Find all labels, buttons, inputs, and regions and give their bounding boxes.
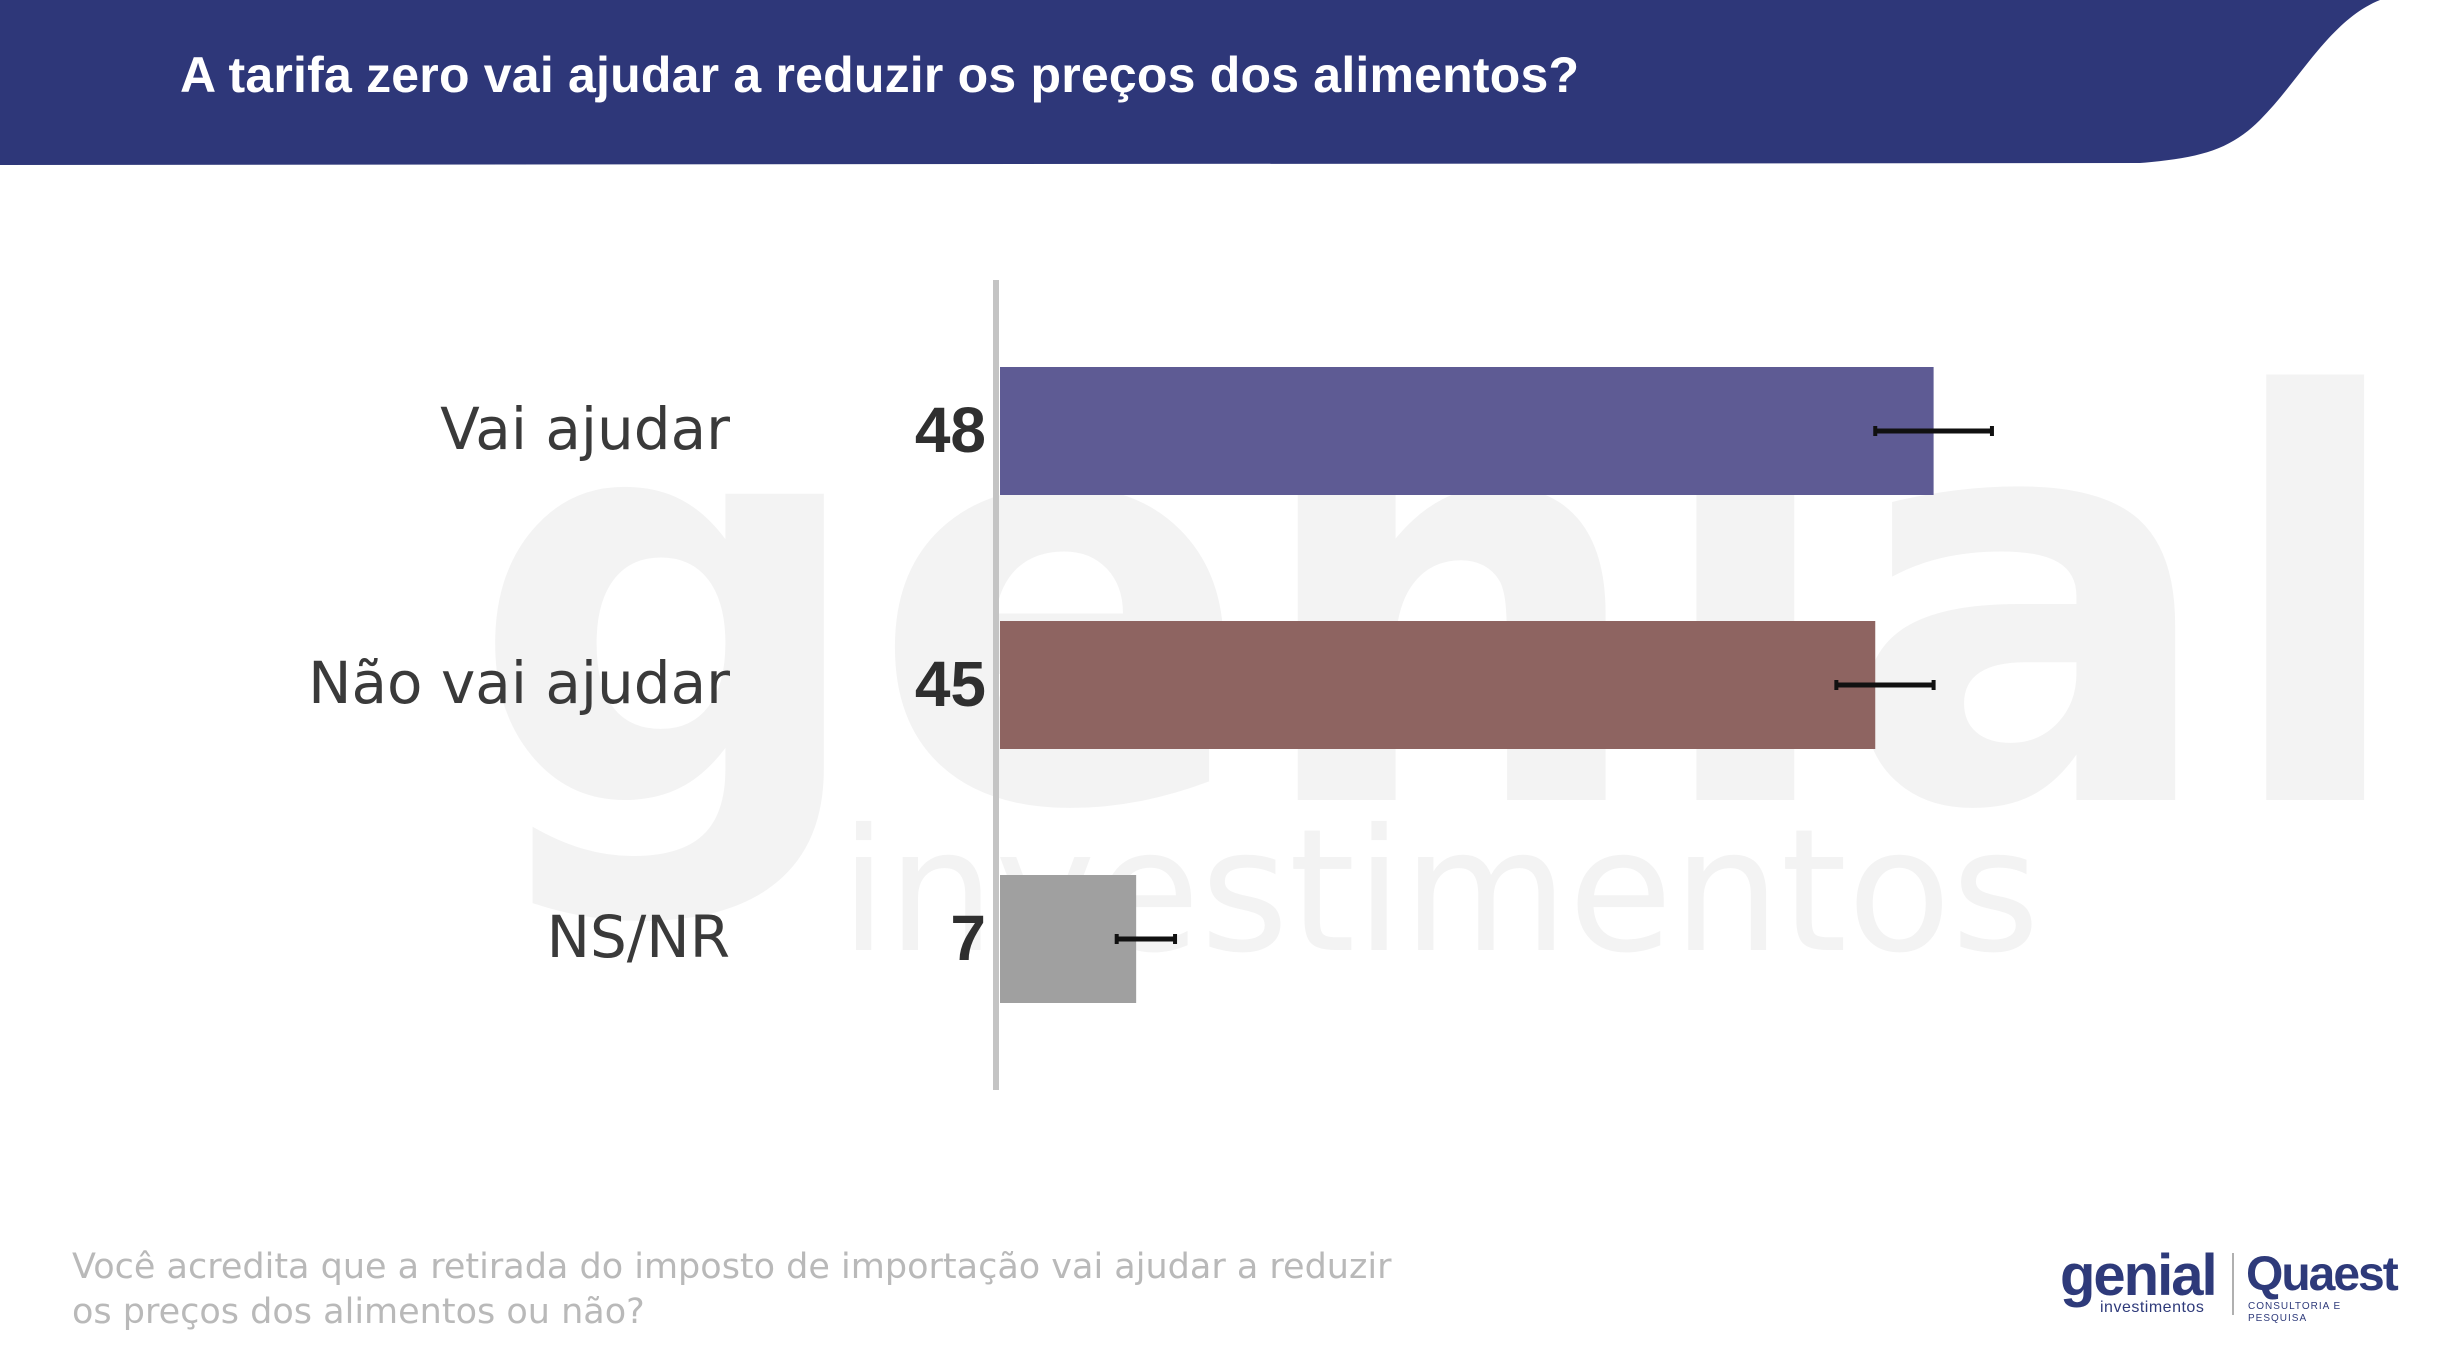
survey-question: Você acredita que a retirada do imposto …: [72, 1245, 1472, 1335]
category-label-0: Vai ajudar: [440, 395, 730, 463]
header-background: [0, 0, 2380, 165]
quaest-logo: Quaest: [2246, 1248, 2399, 1301]
footer-logos: genial investimentos Quaest CONSULTORIA …: [2060, 1245, 2400, 1325]
bar-1: [1000, 621, 1876, 749]
survey-question-line-2: os preços dos alimentos ou não?: [72, 1292, 645, 1332]
header-banner: A tarifa zero vai ajudar a reduzir os pr…: [0, 0, 2446, 165]
survey-question-line-1: Você acredita que a retirada do imposto …: [72, 1247, 1392, 1287]
value-label-1: 45: [914, 648, 986, 720]
page-title: A tarifa zero vai ajudar a reduzir os pr…: [180, 47, 1580, 103]
logo-divider: [2232, 1253, 2234, 1315]
genial-logo-subtitle: investimentos: [2100, 1299, 2205, 1316]
genial-logo: genial: [2060, 1243, 2218, 1308]
category-label-2: NS/NR: [546, 903, 730, 971]
value-label-2: 7: [950, 902, 986, 974]
quaest-logo-subtitle: CONSULTORIA E PESQUISA: [2248, 1301, 2342, 1324]
bar-2: [1000, 875, 1137, 1003]
category-label-1: Não vai ajudar: [308, 649, 730, 717]
value-label-0: 48: [914, 394, 986, 466]
bar-0: [1000, 367, 1934, 495]
